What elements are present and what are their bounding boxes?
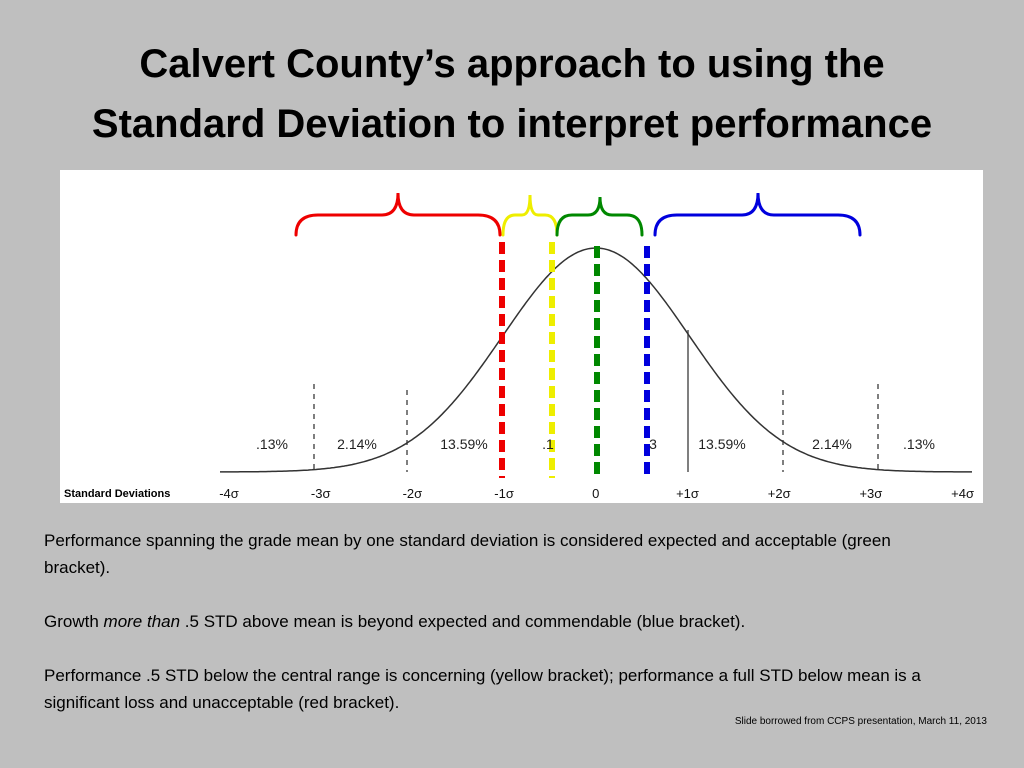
percent-label: 13.59% [698, 436, 745, 452]
percent-label: 2.14% [812, 436, 852, 452]
title: Calvert County’s approach to using the S… [0, 34, 1024, 154]
cut-lines [499, 242, 650, 478]
percent-label: .13% [256, 436, 288, 452]
emphasis: more than [103, 612, 181, 631]
axis-label: 0 [592, 486, 599, 501]
axis-label: -3σ [311, 486, 331, 501]
paragraph: Performance .5 STD below the central ran… [44, 666, 921, 712]
red-bracket [294, 192, 502, 237]
paragraph: Performance spanning the grade mean by o… [44, 531, 891, 577]
text: Growth [44, 612, 104, 631]
axis-label: +1σ [676, 486, 699, 501]
percent-label: 3 [649, 436, 657, 452]
axis-label: -1σ [494, 486, 514, 501]
green-bracket [555, 196, 644, 237]
title-line: Calvert County’s approach to using the [139, 42, 885, 86]
axis-label: +2σ [768, 486, 791, 501]
brackets [294, 192, 862, 237]
percent-label: 13.59% [440, 436, 487, 452]
text: .5 STD above mean is beyond expected and… [180, 612, 746, 631]
percent-label: 2.14% [337, 436, 377, 452]
paragraph: Growth more than .5 STD above mean is be… [44, 608, 944, 635]
percent-label: .1 [542, 436, 554, 452]
figure-background [60, 170, 983, 503]
percent-label: .13% [903, 436, 935, 452]
credit: Slide borrowed from CCPS presentation, M… [734, 716, 987, 727]
axis-label: +4σ [951, 486, 974, 501]
yellow-bracket [501, 194, 559, 237]
sigma-lines [313, 330, 879, 472]
axis-label: +3σ [859, 486, 882, 501]
blue-bracket [653, 192, 862, 237]
body-text: Performance spanning the grade mean by o… [44, 527, 944, 743]
figure: Standard Deviations .13% 2.14% 13.59% .1 3 13… [60, 170, 983, 503]
axis-label: -4σ [219, 486, 239, 501]
axis-title: Standard Deviations [64, 488, 170, 500]
title-line: Standard Deviation to interpret performa… [91, 102, 933, 146]
axis-label: -2σ [403, 486, 423, 501]
